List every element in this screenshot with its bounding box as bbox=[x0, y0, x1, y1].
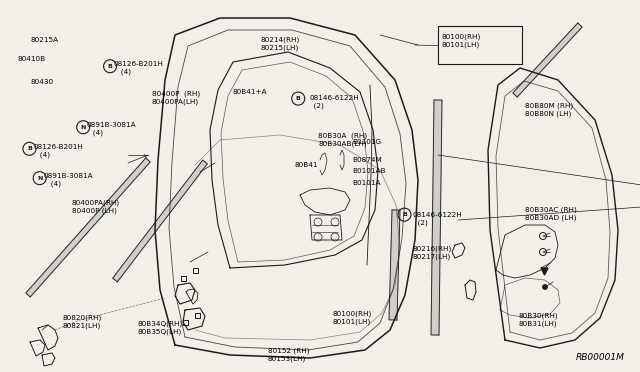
Text: 80B30AC (RH)
80B30AD (LH): 80B30AC (RH) 80B30AD (LH) bbox=[525, 206, 577, 221]
Text: 80B34Q(RH)
80B35Q(LH): 80B34Q(RH) 80B35Q(LH) bbox=[138, 321, 183, 335]
Text: 80400P  (RH)
80400PA(LH): 80400P (RH) 80400PA(LH) bbox=[152, 90, 200, 105]
Bar bbox=[182, 320, 188, 324]
Text: B: B bbox=[27, 146, 32, 151]
Polygon shape bbox=[389, 210, 400, 320]
Polygon shape bbox=[431, 100, 442, 335]
Text: B0874M: B0874M bbox=[352, 157, 381, 163]
Text: 80B30(RH)
80B31(LH): 80B30(RH) 80B31(LH) bbox=[518, 312, 558, 327]
Text: B: B bbox=[108, 64, 113, 69]
Text: 80B30A  (RH)
80B30AB(LH): 80B30A (RH) 80B30AB(LH) bbox=[318, 132, 367, 147]
Text: 80152 (RH)
80153(LH): 80152 (RH) 80153(LH) bbox=[268, 347, 309, 362]
Text: 80430: 80430 bbox=[31, 79, 54, 85]
Text: N: N bbox=[81, 125, 86, 130]
Text: 80B41: 80B41 bbox=[294, 162, 318, 168]
Text: 80400PA(RH)
80400P (LH): 80400PA(RH) 80400P (LH) bbox=[72, 199, 120, 214]
Polygon shape bbox=[26, 158, 150, 297]
Text: 80B41+A: 80B41+A bbox=[232, 89, 267, 95]
Text: RB00001M: RB00001M bbox=[576, 353, 625, 362]
Text: 80215A: 80215A bbox=[31, 37, 59, 43]
Polygon shape bbox=[113, 160, 207, 282]
Text: B: B bbox=[296, 96, 301, 101]
FancyBboxPatch shape bbox=[438, 26, 522, 64]
Text: B0101AB: B0101AB bbox=[352, 168, 385, 174]
Bar bbox=[180, 276, 186, 280]
Text: 08126-B201H
   (4): 08126-B201H (4) bbox=[33, 144, 83, 158]
Text: 0891B-3081A
   (4): 0891B-3081A (4) bbox=[86, 122, 136, 136]
Text: B0101A: B0101A bbox=[352, 180, 381, 186]
Text: 80820(RH)
80821(LH): 80820(RH) 80821(LH) bbox=[63, 314, 102, 329]
Text: 80214(RH)
80215(LH): 80214(RH) 80215(LH) bbox=[260, 36, 300, 51]
Text: 08146-6122H
  (2): 08146-6122H (2) bbox=[309, 95, 359, 109]
Text: 80216(RH)
80217(LH): 80216(RH) 80217(LH) bbox=[413, 246, 452, 260]
Polygon shape bbox=[513, 23, 582, 97]
Text: 0891B-3081A
   (4): 0891B-3081A (4) bbox=[44, 173, 93, 187]
Text: B: B bbox=[402, 212, 407, 217]
Circle shape bbox=[543, 285, 547, 289]
Bar bbox=[195, 312, 200, 317]
Polygon shape bbox=[541, 268, 548, 275]
Text: B0101G: B0101G bbox=[352, 139, 381, 145]
Text: 80100(RH)
80101(LH): 80100(RH) 80101(LH) bbox=[442, 33, 481, 48]
Text: 80B80M (RH)
80B80N (LH): 80B80M (RH) 80B80N (LH) bbox=[525, 102, 573, 117]
Text: 08126-B201H
   (4): 08126-B201H (4) bbox=[114, 61, 164, 76]
Text: 80410B: 80410B bbox=[18, 56, 46, 62]
Text: 80100(RH)
80101(LH): 80100(RH) 80101(LH) bbox=[333, 311, 372, 325]
Text: 08146-6122H
  (2): 08146-6122H (2) bbox=[413, 212, 463, 226]
Text: N: N bbox=[37, 176, 42, 181]
Bar bbox=[193, 267, 198, 273]
